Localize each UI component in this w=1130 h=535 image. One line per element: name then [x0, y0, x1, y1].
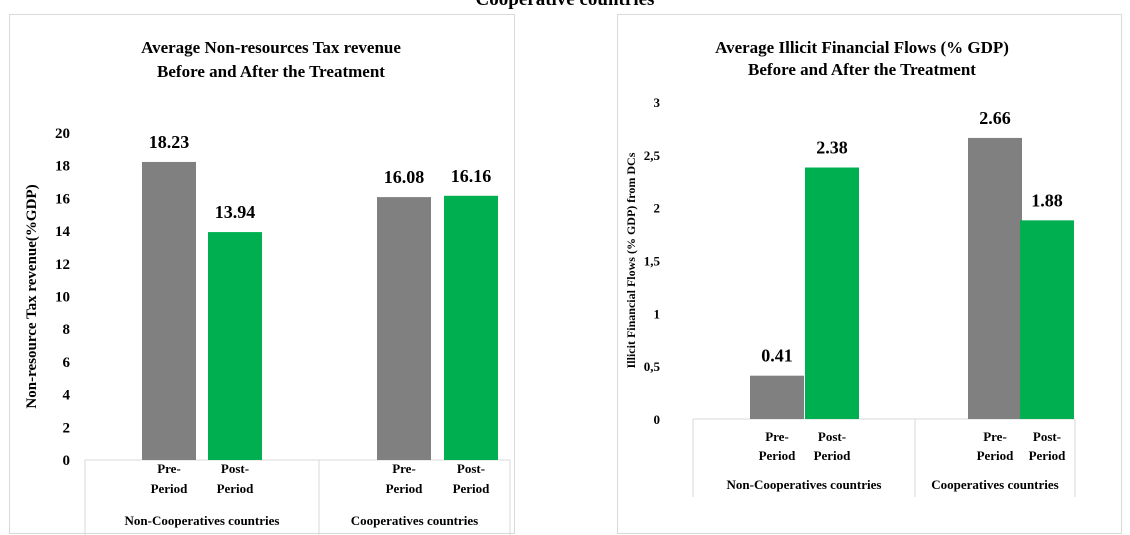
illicit-flows-chart: Average Illicit Financial Flows (% GDP) B…	[624, 38, 1076, 497]
bar	[377, 197, 431, 461]
y-axis-label: Non-resource Tax revenue(%GDP)	[24, 184, 40, 408]
y-axis-label: Illicit Financial Flows (% GDP) from DCs	[624, 152, 638, 368]
chart-subtitle: Before and After the Treatment	[748, 60, 976, 79]
bar-value-label: 1.88	[1031, 190, 1063, 210]
category-label: Post-	[818, 429, 846, 444]
category-label: Period	[814, 448, 852, 463]
category-label: Pre-	[765, 429, 789, 444]
y-tick-label: 4	[63, 388, 71, 404]
category-label: Period	[453, 481, 491, 496]
figure-banner-title: Cooperative countries	[0, 0, 1130, 12]
category-label: Period	[386, 481, 424, 496]
chart-title: Average Illicit Financial Flows (% GDP)	[715, 38, 1009, 57]
category-label: Post-	[1033, 429, 1061, 444]
bar-value-label: 16.08	[384, 167, 425, 187]
bar-value-label: 0.41	[761, 346, 793, 366]
y-tick-label: 3	[654, 95, 661, 110]
bar	[208, 232, 262, 460]
group-label: Non-Cooperatives countries	[727, 477, 882, 492]
bar-value-label: 13.94	[215, 202, 256, 222]
bar-value-label: 2.38	[816, 138, 848, 158]
category-label: Pre-	[392, 461, 416, 476]
category-label: Period	[759, 448, 797, 463]
y-tick-label: 0,5	[644, 359, 661, 374]
category-label: Period	[977, 448, 1015, 463]
y-tick-label: 16	[55, 191, 71, 207]
y-tick-label: 20	[55, 126, 70, 142]
chart-title: Average Non-resources Tax revenue	[141, 38, 401, 57]
category-label: Post-	[221, 461, 249, 476]
category-label: Period	[217, 481, 255, 496]
y-tick-label: 14	[55, 224, 71, 240]
bar-value-label: 18.23	[149, 132, 190, 152]
bar	[805, 167, 859, 419]
bar	[1020, 220, 1074, 419]
group-label: Non-Cooperatives countries	[125, 513, 280, 528]
chart-subtitle: Before and After the Treatment	[157, 62, 385, 81]
category-label: Pre-	[983, 429, 1007, 444]
chart-panel-illicit-flows: Average Illicit Financial Flows (% GDP) B…	[617, 14, 1122, 534]
group-label: Cooperatives countries	[931, 477, 1058, 492]
category-label: Post-	[457, 461, 485, 476]
y-tick-label: 8	[63, 322, 71, 338]
bar-value-label: 2.66	[979, 108, 1011, 128]
group-label: Cooperatives countries	[351, 513, 478, 528]
y-tick-label: 0	[654, 412, 661, 427]
bar	[142, 161, 196, 460]
bar	[750, 375, 804, 419]
y-tick-label: 10	[55, 290, 70, 306]
y-tick-label: 2	[63, 420, 71, 436]
y-tick-label: 1	[654, 306, 661, 321]
y-tick-label: 2,5	[644, 148, 661, 163]
tax-revenue-chart: Average Non-resources Tax revenue Before …	[24, 38, 511, 535]
y-tick-label: 6	[63, 355, 71, 371]
y-tick-label: 2	[654, 201, 661, 216]
y-tick-label: 18	[55, 159, 70, 175]
bar	[968, 137, 1022, 419]
y-tick-label: 0	[63, 453, 71, 469]
y-tick-label: 12	[55, 257, 70, 273]
bar-value-label: 16.16	[451, 166, 492, 186]
category-label: Period	[1029, 448, 1067, 463]
category-label: Period	[151, 481, 189, 496]
chart-panel-tax-revenue: Average Non-resources Tax revenue Before …	[9, 14, 515, 535]
y-tick-label: 1,5	[644, 254, 661, 269]
bar	[444, 195, 498, 460]
category-label: Pre-	[157, 461, 181, 476]
